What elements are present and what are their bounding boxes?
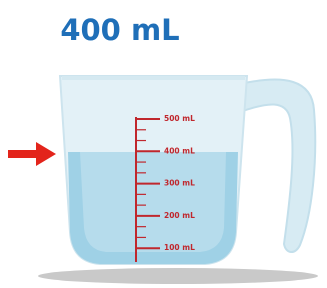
page: 400 mL 500 mL400 mL300 mL200 mL100 mL ((… (0, 0, 327, 288)
scale-label: 300 mL (164, 179, 195, 188)
measuring-cup-illustration: 400 mL 500 mL 400 mL 300 mL 200 mL 100 mL (0, 0, 327, 288)
title: 400 mL (60, 13, 179, 47)
scale-label: 400 mL (164, 146, 195, 155)
scale-label: 200 mL (164, 211, 195, 220)
cup-handle (240, 80, 315, 252)
scale-label: 100 mL (164, 243, 195, 252)
scale-label: 500 mL (164, 114, 195, 123)
level-arrow (8, 142, 56, 166)
water-highlight (80, 152, 226, 252)
shadow (38, 268, 318, 284)
